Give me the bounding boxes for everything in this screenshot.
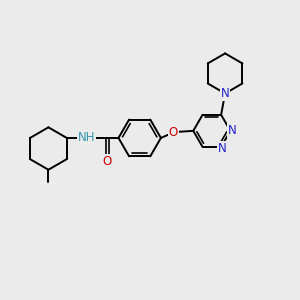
Text: N: N [228, 124, 237, 137]
Text: N: N [221, 87, 230, 100]
Text: N: N [218, 142, 227, 155]
Text: O: O [103, 155, 112, 168]
Text: O: O [169, 126, 178, 139]
Text: NH: NH [78, 131, 95, 144]
